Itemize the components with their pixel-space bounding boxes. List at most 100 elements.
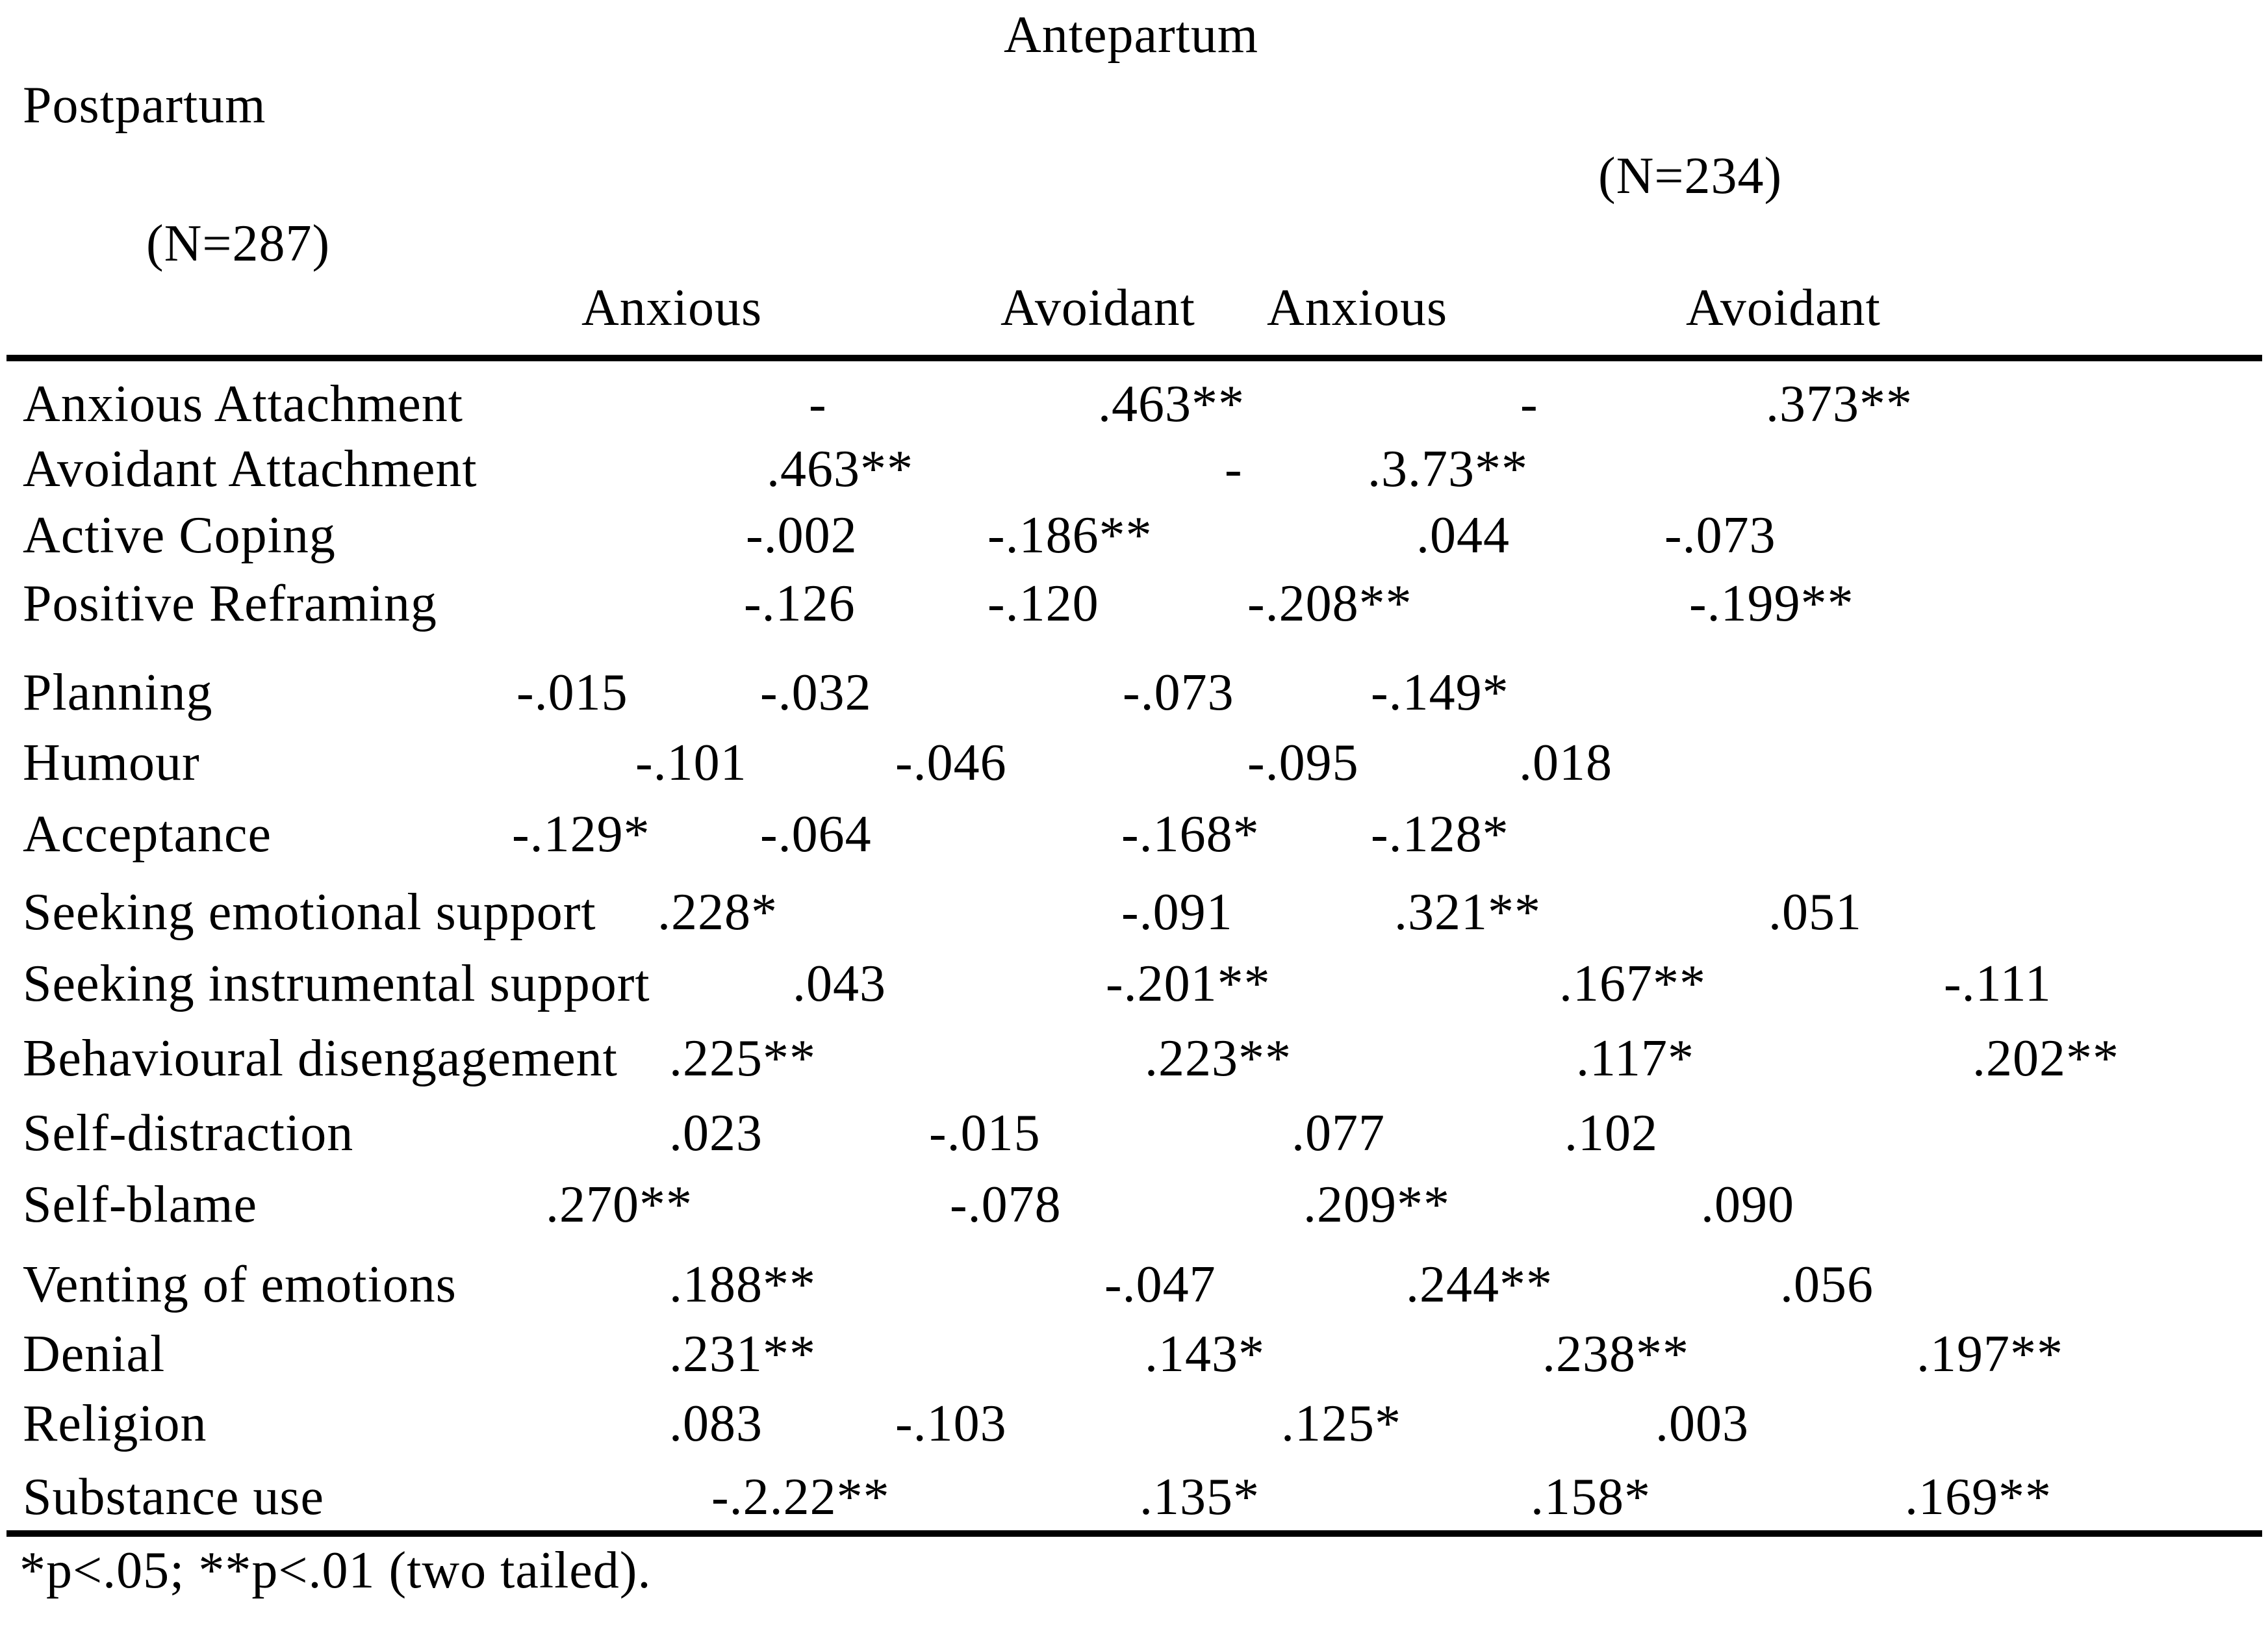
table-row: Acceptance -.129* -.064 -.168* -.128* [0, 808, 2268, 881]
table-cell: .223** [1145, 1030, 1292, 1087]
table-cell: .158* [1531, 1469, 1651, 1526]
table-cell: -.032 [760, 664, 872, 721]
postpartum-sample-size: (N=287) [146, 215, 331, 272]
row-label: Planning [23, 664, 213, 721]
column-header-antepartum-avoidant: Avoidant [1686, 279, 1881, 337]
table-cell: .135* [1140, 1469, 1260, 1526]
table-row: Venting of emotions .188** -.047 .244** … [0, 1259, 2268, 1331]
table-cell: .321** [1394, 884, 1541, 941]
table-cell: - [1225, 441, 1243, 498]
table-cell: -.078 [950, 1176, 1062, 1233]
table-cell: .023 [669, 1105, 763, 1162]
table-cell: .202** [1972, 1030, 2119, 1087]
table-cell: -.073 [1664, 507, 1776, 564]
table-cell: -.015 [929, 1105, 1041, 1162]
table-cell: -.128* [1371, 806, 1509, 863]
row-label: Seeking instrumental support [23, 955, 650, 1012]
table-cell: -.046 [895, 734, 1007, 791]
table-cell: .463** [1098, 376, 1245, 433]
antepartum-sample-size: (N=234) [1598, 148, 1783, 205]
table-cell: -.101 [635, 734, 747, 791]
row-label: Self-blame [23, 1176, 257, 1233]
row-label: Venting of emotions [23, 1256, 457, 1313]
table-cell: -.2.22** [711, 1469, 890, 1526]
table-cell: .117* [1576, 1030, 1695, 1087]
table-cell: - [1520, 376, 1538, 433]
table-cell: -.095 [1247, 734, 1359, 791]
table-cell: .231** [669, 1326, 816, 1383]
row-label: Seeking emotional support [23, 884, 596, 941]
table-bottom-rule [6, 1530, 2262, 1537]
table-cell: -.015 [516, 664, 628, 721]
table-row: Behavioural disengagement .225** .223** … [0, 1033, 2268, 1105]
table-cell: .056 [1780, 1256, 1874, 1313]
row-label: Denial [23, 1326, 166, 1383]
table-cell: .225** [669, 1030, 816, 1087]
table-cell: -.168* [1121, 806, 1260, 863]
table-row: Denial .231** .143* .238** .197** [0, 1328, 2268, 1401]
table-cell: .3.73** [1368, 441, 1528, 498]
table-cell: -.047 [1104, 1256, 1216, 1313]
table-cell: .188** [669, 1256, 816, 1313]
table-cell: .044 [1416, 507, 1510, 564]
row-label: Behavioural disengagement [23, 1030, 618, 1087]
column-header-antepartum-anxious: Anxious [1267, 279, 1448, 337]
table-row: Humour -.101 -.046 -.095 .018 [0, 737, 2268, 810]
table-cell: .102 [1564, 1105, 1658, 1162]
column-header-postpartum-avoidant: Avoidant [1000, 279, 1195, 337]
column-header-postpartum-anxious: Anxious [581, 279, 763, 337]
row-label: Active Coping [23, 507, 336, 564]
table-cell: -.120 [987, 575, 1099, 632]
table-cell: .209** [1303, 1176, 1450, 1233]
row-label: Anxious Attachment [23, 376, 463, 433]
row-label: Religion [23, 1395, 207, 1452]
table-cell: -.199** [1689, 575, 1854, 632]
table-cell: -.103 [895, 1395, 1007, 1452]
row-label: Acceptance [23, 806, 272, 863]
table-row: Active Coping -.002 -.186** .044 -.073 [0, 509, 2268, 582]
table-cell: -.073 [1123, 664, 1234, 721]
table-cell: .077 [1292, 1105, 1385, 1162]
table-cell: .238** [1542, 1326, 1689, 1383]
table-cell: .143* [1145, 1326, 1265, 1383]
table-cell: .169** [1905, 1469, 2052, 1526]
row-label: Substance use [23, 1469, 325, 1526]
table-cell: .018 [1519, 734, 1612, 791]
table-row: Substance use -.2.22** .135* .158* .169*… [0, 1471, 2268, 1544]
table-cell: -.186** [987, 507, 1153, 564]
row-label: Humour [23, 734, 200, 791]
table-cell: -.208** [1247, 575, 1412, 632]
table-row: Anxious Attachment - .463** - .373** [0, 378, 2268, 451]
table-cell: .197** [1917, 1326, 2063, 1383]
table-row: Positive Reframing -.126 -.120 -.208** -… [0, 578, 2268, 650]
row-label: Positive Reframing [23, 575, 437, 632]
table-cell: -.126 [744, 575, 856, 632]
table-cell: .228* [657, 884, 778, 941]
table-cell: -.111 [1944, 955, 2052, 1012]
table-row: Self-distraction .023 -.015 .077 .102 [0, 1107, 2268, 1180]
row-label: Self-distraction [23, 1105, 354, 1162]
table-cell: .270** [546, 1176, 693, 1233]
table-cell: -.149* [1371, 664, 1509, 721]
table-cell: -.064 [760, 806, 872, 863]
postpartum-header: Postpartum [23, 77, 266, 134]
antepartum-header: Antepartum [1004, 6, 1259, 64]
table-cell: .083 [669, 1395, 763, 1452]
table-row: Seeking instrumental support .043 -.201*… [0, 958, 2268, 1031]
table-cell: .090 [1701, 1176, 1794, 1233]
table-footnote: *p<.05; **p<.01 (two tailed). [19, 1542, 652, 1599]
table-cell: .125* [1281, 1395, 1401, 1452]
table-cell: .043 [793, 955, 886, 1012]
table-cell: .003 [1655, 1395, 1749, 1452]
table-cell: .167** [1559, 955, 1706, 1012]
table-row: Religion .083 -.103 .125* .003 [0, 1398, 2268, 1470]
table-cell: .244** [1406, 1256, 1553, 1313]
table-row: Avoidant Attachment .463** - .3.73** [0, 443, 2268, 516]
table-cell: -.091 [1121, 884, 1233, 941]
table-cell: - [809, 376, 827, 433]
table-cell: .463** [767, 441, 913, 498]
table-cell: -.129* [512, 806, 650, 863]
table-row: Planning -.015 -.032 -.073 -.149* [0, 667, 2268, 739]
table-cell: -.201** [1106, 955, 1271, 1012]
